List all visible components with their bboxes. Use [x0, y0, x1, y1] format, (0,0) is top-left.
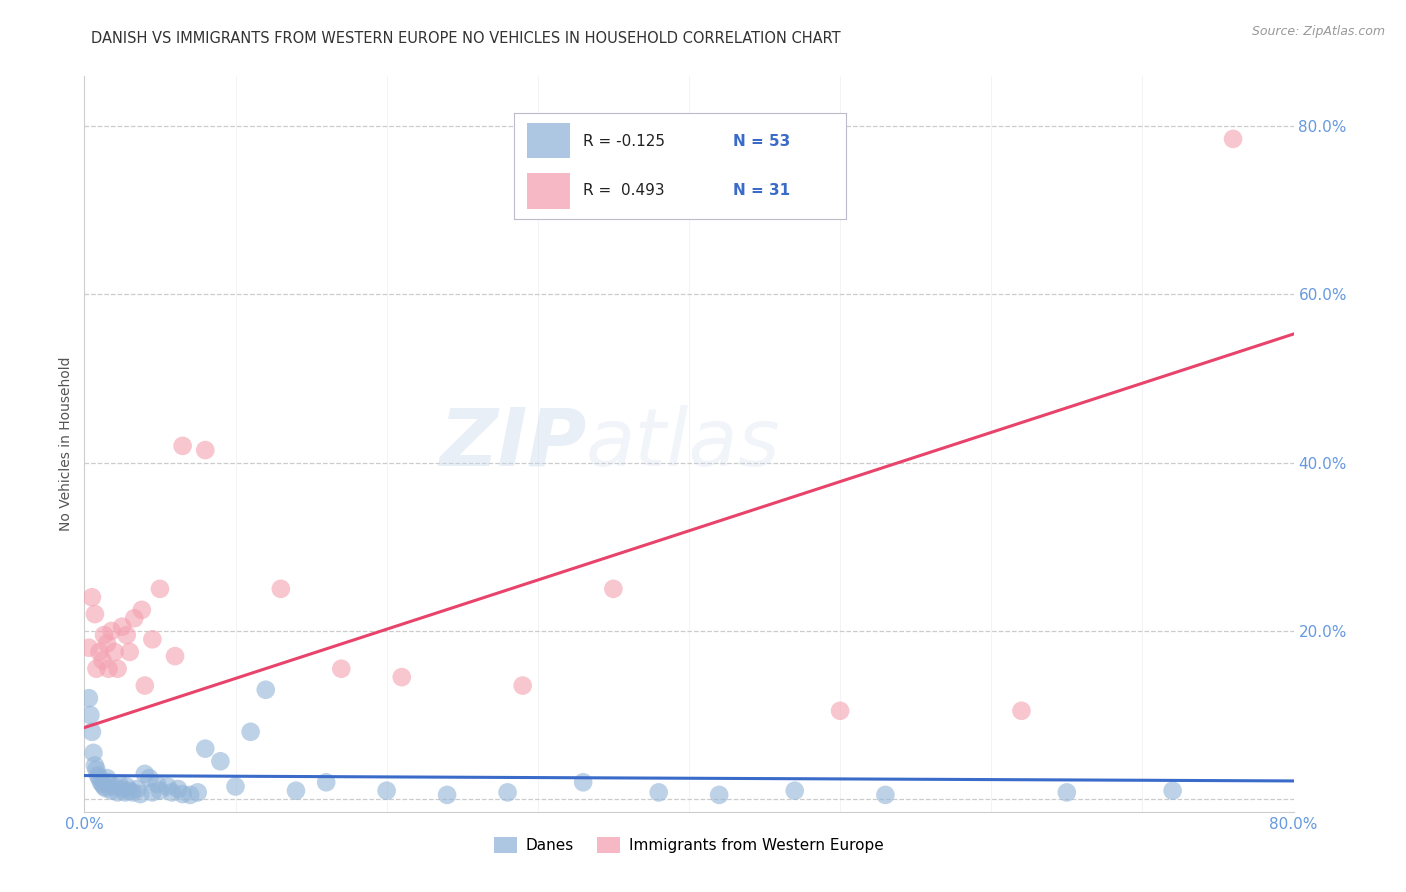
Point [141, 632, 163, 647]
Point [783, 783, 806, 797]
Point [496, 785, 519, 799]
Point [254, 682, 277, 697]
Point [187, 785, 209, 799]
Point [149, 582, 172, 596]
Point [138, 771, 160, 785]
Point [89, 771, 111, 785]
Point [91, 653, 114, 667]
Point [1011, 704, 1033, 718]
Point [80, 591, 103, 605]
Point [134, 767, 156, 781]
Point [93, 628, 115, 642]
Point [82, 746, 104, 760]
Point [100, 624, 122, 638]
Point [90, 775, 112, 789]
Point [96, 771, 118, 785]
Text: DANISH VS IMMIGRANTS FROM WESTERN EUROPE NO VEHICLES IN HOUSEHOLD CORRELATION CH: DANISH VS IMMIGRANTS FROM WESTERN EUROPE… [91, 31, 841, 46]
Point [1222, 132, 1244, 146]
Point [830, 704, 852, 718]
Point [875, 788, 897, 802]
Y-axis label: No Vehicles in Household: No Vehicles in Household [59, 357, 73, 531]
Point [131, 603, 153, 617]
Point [115, 628, 138, 642]
Point [285, 783, 308, 797]
Point [602, 582, 624, 596]
Point [93, 780, 115, 794]
Point [91, 777, 114, 791]
Point [104, 780, 127, 794]
Point [79, 708, 101, 723]
Point [239, 724, 262, 739]
Point [141, 785, 163, 799]
Point [194, 741, 217, 756]
Point [111, 620, 134, 634]
Point [77, 640, 100, 655]
Point [104, 645, 127, 659]
Point [80, 724, 103, 739]
Legend: Danes, Immigrants from Western Europe: Danes, Immigrants from Western Europe [488, 831, 890, 859]
Point [89, 645, 111, 659]
Point [1056, 785, 1078, 799]
Point [115, 780, 138, 794]
Point [121, 785, 143, 799]
Point [330, 662, 353, 676]
Point [172, 439, 194, 453]
Point [209, 754, 232, 768]
Point [87, 768, 110, 782]
Point [165, 649, 187, 664]
Point [122, 611, 145, 625]
Point [127, 782, 149, 797]
Point [167, 782, 190, 797]
Point [436, 788, 458, 802]
Point [1161, 783, 1184, 797]
Point [315, 775, 337, 789]
Point [97, 662, 120, 676]
Point [118, 645, 141, 659]
Point [77, 691, 100, 706]
Point [149, 783, 172, 797]
Point [86, 662, 108, 676]
Point [179, 788, 201, 802]
Point [375, 783, 398, 797]
Point [648, 785, 671, 799]
Point [709, 788, 731, 802]
Point [96, 636, 118, 650]
Point [114, 785, 136, 799]
Text: atlas: atlas [586, 405, 780, 483]
Point [391, 670, 413, 684]
Point [572, 775, 595, 789]
Text: ZIP: ZIP [439, 405, 586, 483]
Point [512, 679, 534, 693]
Point [97, 775, 120, 789]
Point [129, 787, 152, 801]
Point [146, 777, 169, 791]
Point [100, 783, 122, 797]
Point [118, 783, 141, 797]
Point [86, 763, 108, 777]
Point [94, 781, 117, 796]
Point [107, 785, 129, 799]
Point [111, 782, 134, 797]
Point [160, 785, 183, 799]
Point [194, 443, 217, 458]
Point [108, 777, 131, 791]
Point [134, 679, 156, 693]
Point [225, 780, 247, 794]
Point [107, 662, 129, 676]
Point [84, 758, 107, 772]
Point [156, 780, 179, 794]
Point [270, 582, 292, 596]
Point [172, 787, 194, 801]
Text: Source: ZipAtlas.com: Source: ZipAtlas.com [1251, 25, 1385, 38]
Point [84, 607, 107, 621]
